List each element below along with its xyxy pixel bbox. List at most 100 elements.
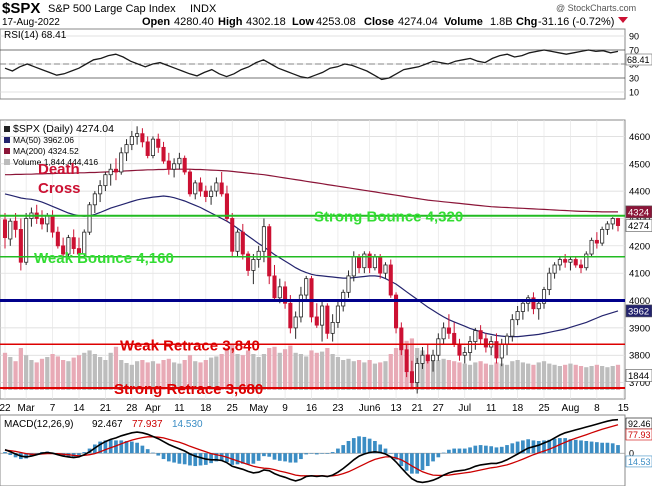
macd-legend-label: MACD(12,26,9) (4, 419, 73, 430)
volume-bar (124, 363, 129, 390)
candle-body (478, 330, 483, 340)
candle-body (531, 297, 536, 310)
volume-bar (531, 364, 536, 390)
macd-tick-label: 0 (629, 449, 634, 459)
macd-hist-bar (558, 438, 562, 454)
volume-bar (219, 354, 224, 390)
volume-bar (230, 344, 235, 390)
low-value: 4253.08 (316, 16, 356, 28)
candle-body (536, 302, 541, 310)
candle-body (135, 133, 140, 137)
volume-bar (267, 348, 272, 390)
candle-body (357, 256, 362, 269)
legend-swatch (4, 126, 10, 132)
candle-body (499, 343, 504, 359)
candle-body (277, 286, 282, 299)
volume-bar (541, 361, 547, 390)
candle-body (552, 264, 557, 274)
macd-hist-bar (209, 453, 213, 464)
candle-body (415, 363, 420, 383)
candle-body (203, 190, 208, 197)
volume-bar (425, 354, 430, 390)
x-axis-band (0, 400, 625, 414)
candle-body (166, 160, 171, 170)
volume-bar (515, 360, 520, 390)
macd-hist-bar (3, 452, 7, 454)
macd-hist-bar (177, 453, 182, 464)
volume-bar (34, 362, 39, 390)
candle-body (113, 168, 119, 173)
volume-bar (393, 348, 399, 390)
volume-bar (420, 350, 425, 390)
volume-bar (430, 356, 436, 390)
candle-body (18, 229, 23, 263)
candle-body (145, 141, 150, 156)
volume-bar (134, 361, 140, 390)
candle-body (182, 157, 187, 173)
volume-bar (235, 354, 240, 390)
close-value: 4274.04 (398, 16, 438, 28)
macd-hist-bar (293, 453, 298, 463)
down-arrow-icon (618, 17, 628, 23)
candle-body (129, 136, 134, 146)
macd-hist-bar (584, 440, 589, 454)
candle-body (66, 237, 71, 255)
macd-hist-bar (346, 440, 351, 454)
price-tick-label: 4600 (629, 132, 650, 143)
candle-body (589, 239, 594, 255)
volume-bar (150, 361, 156, 390)
candle-body (45, 215, 50, 225)
volume-bar (330, 354, 335, 390)
price-tick-label: 4200 (629, 241, 650, 252)
macd-hist-bar (410, 453, 414, 474)
x-tick-label: 8 (594, 403, 600, 414)
volume-bar (594, 364, 599, 390)
volume-bar (8, 357, 13, 390)
strong-retrace-label: Strong Retrace 3,680 (114, 381, 263, 398)
ma200-line (5, 168, 618, 213)
macd-hist-bar (478, 445, 483, 454)
macd-line (4, 418, 619, 484)
volume-bar (372, 363, 378, 390)
candle-body (467, 341, 473, 353)
volume-bar (272, 346, 277, 390)
candle-body (351, 256, 356, 277)
volume-bar (208, 357, 214, 390)
legend-entry: $SPX (Daily) 4274.04 (13, 123, 114, 135)
current-value-box (625, 205, 652, 219)
price-tick-label: 3800 (629, 351, 650, 362)
volume-bar (171, 362, 177, 390)
candle-body (441, 327, 446, 340)
macd-hist-bar (373, 440, 377, 454)
macd-hist-bar (605, 442, 610, 454)
macd-hist-bar (314, 453, 319, 455)
macd-hist-bar (172, 453, 176, 463)
candle-body (124, 144, 129, 154)
candle-body (293, 316, 298, 329)
volume-bar (282, 349, 288, 390)
candle-body (50, 215, 55, 233)
volume-bar (2, 352, 8, 390)
candle-body (288, 302, 293, 329)
candle-body (615, 218, 621, 226)
volume-bar (13, 361, 18, 390)
macd-current-label: 92.46 (628, 419, 651, 429)
candle-body (298, 294, 303, 318)
volume-bar (568, 363, 573, 390)
price-tick-label: 4100 (629, 269, 650, 280)
candle-body (462, 352, 467, 356)
macd-hist-bar (589, 441, 594, 454)
volume-bar (457, 362, 462, 390)
volume-bar (399, 344, 404, 390)
macd-hist-bar (198, 453, 203, 466)
chart-date: 17-Aug-2022 (2, 17, 60, 28)
rsi-line (4, 49, 619, 81)
macd-hist-bar (166, 453, 171, 462)
macd-hist-bar (447, 449, 451, 454)
macd-hist-bar (441, 452, 446, 454)
macd-hist-bar (431, 453, 435, 462)
volume-bar (478, 361, 483, 390)
price-tick-label: 4400 (629, 187, 650, 198)
candle-body (108, 168, 113, 176)
